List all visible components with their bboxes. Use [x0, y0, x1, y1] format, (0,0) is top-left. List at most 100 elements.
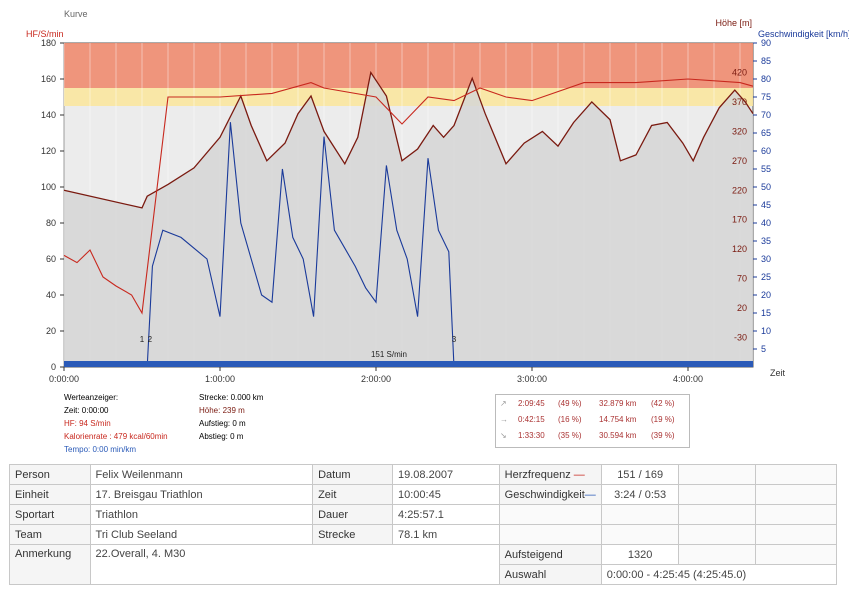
altitude-tick-label: 420 — [732, 67, 747, 77]
value-display-2: Strecke: 0.000 km Höhe: 239 m Aufstieg: … — [199, 391, 263, 443]
empty-cell — [755, 484, 837, 505]
altitude-tick-label: 370 — [732, 97, 747, 107]
auswahl-value: 0:00:00 - 4:25:45 (4:25:45.0) — [600, 564, 838, 585]
stats-pct: (42 %) — [651, 399, 675, 408]
auswahl-label: Auswahl — [498, 564, 602, 585]
empty-cell — [678, 484, 757, 505]
speed-tick-label: 10 — [761, 326, 771, 336]
stats-pct: (19 %) — [651, 415, 675, 424]
speed-line — [146, 122, 455, 368]
altitude-tick-label: 70 — [737, 274, 747, 284]
table-row: Auswahl 0:00:00 - 4:25:45 (4:25:45.0) — [10, 564, 838, 585]
altitude-tick-label: 220 — [732, 185, 747, 195]
annotation-label: 151 S/min — [371, 350, 407, 359]
chart: 020406080100120140160180-302070120170220… — [26, 9, 849, 384]
sportart-value: Triathlon — [89, 504, 314, 525]
altitude-tick-label: 320 — [732, 126, 747, 136]
zeit-label: Zeit — [312, 484, 394, 505]
left-tick-label: 100 — [41, 182, 56, 192]
x-tick-label: 0:00:00 — [49, 374, 79, 384]
stats-pct: (16 %) — [558, 415, 582, 424]
speed-tick-label: 90 — [761, 38, 771, 48]
empty-cell — [755, 464, 837, 485]
speed-tick-label: 75 — [761, 92, 771, 102]
table-row: Anmerkung 22.Overall, 4. M30 Aufsteigend… — [9, 544, 837, 585]
table-row: Team Tri Club Seeland Strecke 78.1 km — [9, 524, 837, 545]
speed-tick-label: 50 — [761, 182, 771, 192]
value-time: Zeit: 0:00:00 — [64, 406, 109, 415]
table-row: Einheit 17. Breisgau Triathlon Zeit 10:0… — [9, 484, 837, 505]
empty-cell — [678, 464, 757, 485]
einheit-value: 17. Breisgau Triathlon — [89, 484, 314, 505]
left-tick-label: 160 — [41, 74, 56, 84]
speed-tick-label: 85 — [761, 56, 771, 66]
speed-tick-label: 70 — [761, 110, 771, 120]
sportart-label: Sportart — [9, 504, 91, 525]
table-row: Sportart Triathlon Dauer 4:25:57.1 — [9, 504, 837, 525]
speed-value: 3:24 / 0:53 — [600, 484, 680, 505]
altitude-tick-label: 170 — [732, 215, 747, 225]
arrow-down-icon: ↘ — [500, 431, 507, 440]
left-tick-label: 20 — [46, 326, 56, 336]
team-label: Team — [9, 524, 91, 545]
speed-tick-label: 55 — [761, 164, 771, 174]
altitude-line — [63, 70, 754, 209]
zone-band-1 — [64, 88, 753, 106]
left-tick-label: 180 — [41, 38, 56, 48]
speed-legend-icon: — — [584, 488, 596, 501]
aufsteigend-value: 1320 — [600, 544, 680, 565]
altitude-tick-label: 270 — [732, 156, 747, 166]
value-tempo: Tempo: 0:00 min/km — [64, 445, 137, 454]
altitude-tick-label: 120 — [732, 244, 747, 254]
arrow-up-icon: ↗ — [500, 399, 507, 408]
x-tick-label: 1:00:00 — [205, 374, 235, 384]
value-altitude: Höhe: 239 m — [199, 406, 245, 415]
value-hf: HF: 94 S/min — [64, 419, 111, 428]
value-display: Werteanzeiger: Zeit: 0:00:00 HF: 94 S/mi… — [64, 391, 168, 456]
person-value: Felix Weilenmann — [89, 464, 314, 485]
speed-tick-label: 60 — [761, 146, 771, 156]
value-calories: Kalorienrate : 479 kcal/60min — [64, 432, 168, 441]
empty-cell — [678, 544, 757, 565]
anmerkung-label: Anmerkung — [9, 544, 91, 585]
speed-tick-label: 80 — [761, 74, 771, 84]
empty-cell — [755, 524, 837, 545]
hf-legend-icon: — — [573, 468, 585, 481]
left-tick-label: 40 — [46, 290, 56, 300]
speed-tick-label: 25 — [761, 272, 771, 282]
hf-value: 151 / 169 — [600, 464, 680, 485]
left-tick-label: 60 — [46, 254, 56, 264]
speed-tick-label: 45 — [761, 200, 771, 210]
dauer-label: Dauer — [312, 504, 394, 525]
x-tick-label: 4:00:00 — [673, 374, 703, 384]
speed-label: Geschwindigkeit— — [498, 484, 602, 505]
hf-label: Herzfrequenz — — [498, 464, 602, 485]
speed-tick-label: 20 — [761, 290, 771, 300]
x-axis-label: Zeit — [770, 368, 786, 378]
einheit-label: Einheit — [9, 484, 91, 505]
speed-tick-label: 65 — [761, 128, 771, 138]
empty-cell — [498, 504, 602, 525]
timeline-bar — [64, 361, 753, 367]
table-row: Person Felix Weilenmann Datum 19.08.2007… — [9, 464, 837, 485]
annotation-label: 2 — [148, 335, 153, 344]
strecke-value: 78.1 km — [392, 524, 500, 545]
stats-pct: (49 %) — [558, 399, 582, 408]
altitude-tick-label: -30 — [734, 333, 747, 343]
heart-rate-line — [63, 78, 754, 315]
altitude-area — [64, 72, 753, 367]
stats-pct: (35 %) — [558, 431, 582, 440]
zeit-value: 10:00:45 — [392, 484, 500, 505]
annotation-label: 1 — [140, 335, 145, 344]
speed-tick-label: 15 — [761, 308, 771, 318]
datum-value: 19.08.2007 — [392, 464, 500, 485]
empty-cell — [498, 524, 602, 545]
empty-cell — [600, 524, 680, 545]
team-value: Tri Club Seeland — [89, 524, 314, 545]
strecke-label: Strecke — [312, 524, 394, 545]
chart-title: Kurve — [64, 9, 88, 19]
stats-pct: (39 %) — [651, 431, 675, 440]
stats-time: 0:42:15 — [518, 415, 545, 424]
left-axis-label: HF/S/min — [26, 29, 64, 39]
anmerkung-value: 22.Overall, 4. M30 — [89, 544, 500, 585]
